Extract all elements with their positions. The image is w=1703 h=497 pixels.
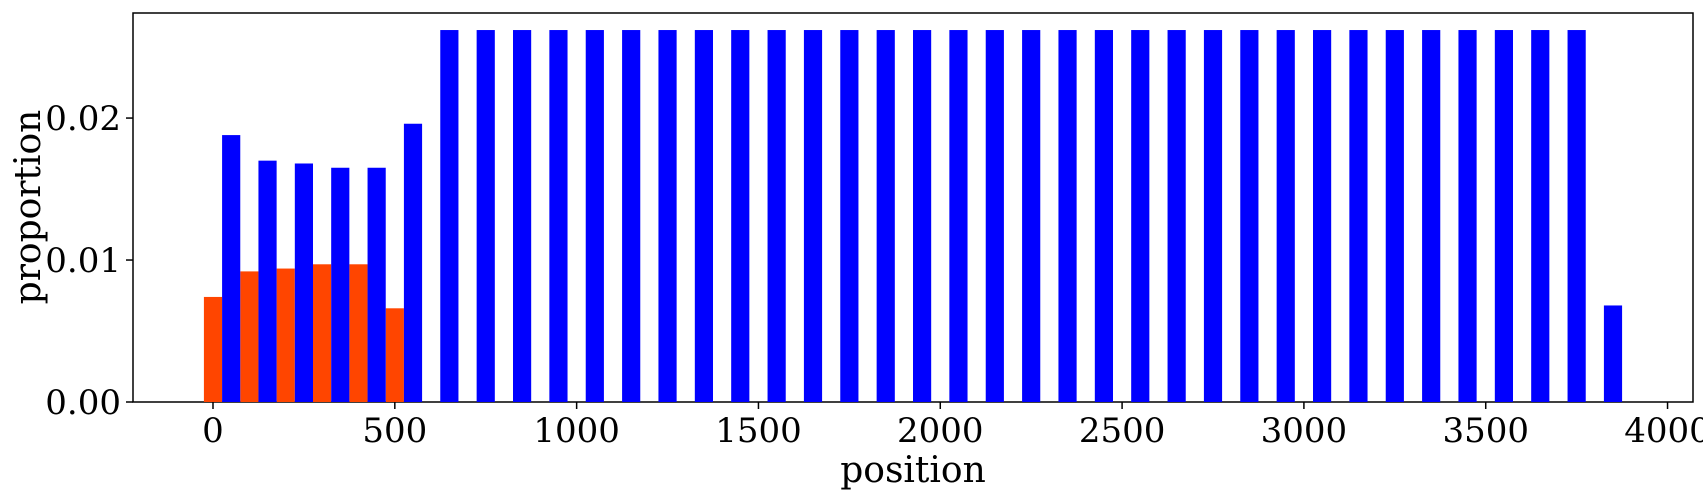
- bar-series-2-0: [222, 135, 241, 402]
- bar-series-2-6: [440, 30, 459, 402]
- bar-series-1-3: [313, 264, 332, 402]
- y-tick-label: 0.01: [45, 241, 121, 281]
- bar-series-2-31: [1349, 30, 1368, 402]
- bar-series-1-5: [385, 308, 404, 402]
- bar-series-2-24: [1094, 30, 1113, 402]
- bar-series-2-27: [1203, 30, 1223, 402]
- x-axis-label: position: [840, 450, 986, 491]
- y-tick-label: 0.00: [45, 383, 121, 423]
- x-tick-label: 0: [202, 411, 224, 451]
- x-tick-label: 1000: [533, 411, 620, 451]
- y-axis: 0.00 0.01 0.02: [45, 99, 133, 423]
- bar-series-2-17: [840, 30, 859, 402]
- bar-series-2-15: [767, 30, 786, 402]
- bar-series-1-0: [203, 296, 223, 402]
- bar-series-2-36: [1531, 30, 1550, 402]
- bar-series-2-7: [476, 30, 495, 402]
- bar-series-2-32: [1385, 30, 1404, 402]
- bar-series-2-10: [585, 30, 604, 402]
- bar-series-2-21: [985, 30, 1004, 402]
- bars-group: [203, 30, 1623, 403]
- bar-series-2-25: [1131, 30, 1150, 402]
- bar-series-2-23: [1058, 30, 1077, 402]
- bar-series-2-12: [658, 30, 677, 402]
- bar-series-2-37: [1567, 30, 1586, 402]
- bar-series-2-18: [876, 30, 895, 402]
- bar-series-2-34: [1458, 30, 1477, 402]
- bar-series-2-33: [1422, 30, 1441, 402]
- bar-series-2-5: [403, 123, 423, 403]
- bar-series-2-20: [949, 30, 968, 402]
- x-axis: 0 500 1000 1500 2000 2500 3000 3500 4000: [202, 402, 1703, 451]
- bar-series-2-2: [294, 163, 313, 402]
- x-tick-label: 3000: [1261, 411, 1348, 451]
- bar-series-2-1: [258, 160, 277, 402]
- x-tick-label: 1500: [715, 411, 802, 451]
- x-tick-label: 2000: [897, 411, 984, 451]
- bar-series-2-29: [1276, 30, 1295, 402]
- bar-series-2-4: [367, 167, 386, 402]
- bar-series-2-26: [1167, 30, 1186, 402]
- bar-series-2-35: [1494, 30, 1513, 402]
- y-tick-label: 0.02: [45, 99, 121, 139]
- bar-series-2-19: [913, 30, 932, 402]
- bar-series-2-8: [513, 30, 532, 402]
- bar-series-1-2: [276, 268, 295, 402]
- bar-series-2-11: [622, 30, 641, 402]
- bar-series-2-22: [1022, 30, 1041, 402]
- bar-series-2-9: [549, 30, 568, 402]
- bar-series-2-13: [694, 30, 713, 402]
- bar-series-1-4: [349, 264, 368, 402]
- bar-series-2-14: [731, 30, 750, 402]
- bar-series-2-38: [1603, 305, 1623, 402]
- x-tick-label: 4000: [1624, 411, 1703, 451]
- y-axis-label: proportion: [8, 110, 49, 305]
- x-tick-label: 2500: [1079, 411, 1166, 451]
- bar-series-2-30: [1313, 30, 1332, 402]
- x-tick-label: 500: [362, 411, 427, 451]
- bar-series-1-1: [240, 271, 259, 402]
- x-tick-label: 3500: [1442, 411, 1529, 451]
- bar-series-2-3: [331, 167, 350, 402]
- bar-series-2-28: [1240, 30, 1259, 402]
- bar-series-2-16: [803, 30, 823, 402]
